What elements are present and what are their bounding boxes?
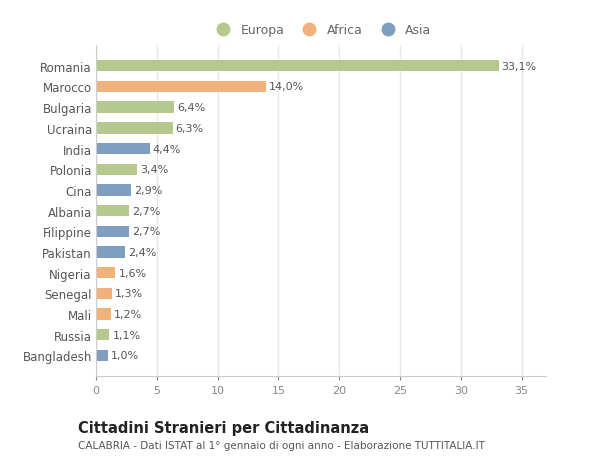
Text: 33,1%: 33,1%: [502, 62, 537, 72]
Text: 1,2%: 1,2%: [113, 309, 142, 319]
Bar: [96, 268, 115, 279]
Text: 1,1%: 1,1%: [112, 330, 140, 340]
Text: 2,7%: 2,7%: [132, 227, 160, 237]
Bar: [96, 82, 266, 93]
Text: 6,3%: 6,3%: [176, 123, 204, 134]
Text: 2,7%: 2,7%: [132, 206, 160, 216]
Bar: [96, 350, 108, 361]
Text: 4,4%: 4,4%: [152, 144, 181, 154]
Text: 3,4%: 3,4%: [140, 165, 169, 175]
Bar: [96, 309, 110, 320]
Text: Cittadini Stranieri per Cittadinanza: Cittadini Stranieri per Cittadinanza: [78, 420, 369, 435]
Bar: [96, 123, 173, 134]
Text: 1,3%: 1,3%: [115, 289, 143, 299]
Text: 6,4%: 6,4%: [177, 103, 205, 113]
Text: 1,6%: 1,6%: [119, 268, 146, 278]
Bar: [96, 185, 131, 196]
Text: 14,0%: 14,0%: [269, 82, 305, 92]
Text: 1,0%: 1,0%: [111, 351, 139, 361]
Bar: [96, 61, 499, 72]
Text: 2,4%: 2,4%: [128, 247, 157, 257]
Bar: [96, 102, 174, 113]
Bar: [96, 144, 149, 155]
Bar: [96, 164, 137, 175]
Bar: [96, 330, 109, 341]
Bar: [96, 288, 112, 299]
Bar: [96, 226, 129, 237]
Text: 2,9%: 2,9%: [134, 185, 163, 196]
Bar: [96, 206, 129, 217]
Legend: Europa, Africa, Asia: Europa, Africa, Asia: [205, 19, 437, 42]
Bar: [96, 247, 125, 258]
Text: CALABRIA - Dati ISTAT al 1° gennaio di ogni anno - Elaborazione TUTTITALIA.IT: CALABRIA - Dati ISTAT al 1° gennaio di o…: [78, 440, 485, 450]
